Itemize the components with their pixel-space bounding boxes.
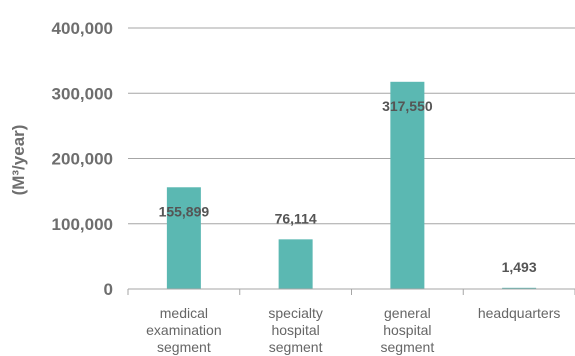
y-tick-label: 400,000 (52, 19, 113, 38)
y-tick-labels: 0 100,000 200,000 300,000 400,000 (52, 19, 113, 299)
category-label: general hospital segment (381, 305, 435, 355)
value-label: 155,899 (159, 203, 210, 219)
bar (166, 187, 201, 289)
bars (166, 81, 537, 290)
value-label: 76,114 (275, 210, 317, 226)
bar (502, 287, 537, 289)
y-axis-label: (M³/year) (9, 125, 28, 196)
y-tick-label: 0 (104, 280, 113, 299)
grid-lines (128, 27, 575, 225)
category-label: headquarters (478, 305, 561, 321)
category-label: specialty hospital segment (268, 305, 322, 355)
x-axis (127, 288, 575, 295)
y-tick-label: 100,000 (52, 215, 113, 234)
y-tick-label: 200,000 (52, 150, 113, 169)
category-label: medical examination segment (146, 305, 222, 355)
bar (390, 81, 425, 290)
value-label: 1,493 (502, 259, 537, 275)
bar (278, 239, 313, 289)
y-tick-label: 300,000 (52, 84, 113, 103)
category-labels: medical examination segment specialty hospit… (146, 305, 560, 355)
value-label: 317,550 (382, 98, 433, 114)
value-labels: 155,899 76,114 317,550 1,493 (159, 98, 537, 275)
